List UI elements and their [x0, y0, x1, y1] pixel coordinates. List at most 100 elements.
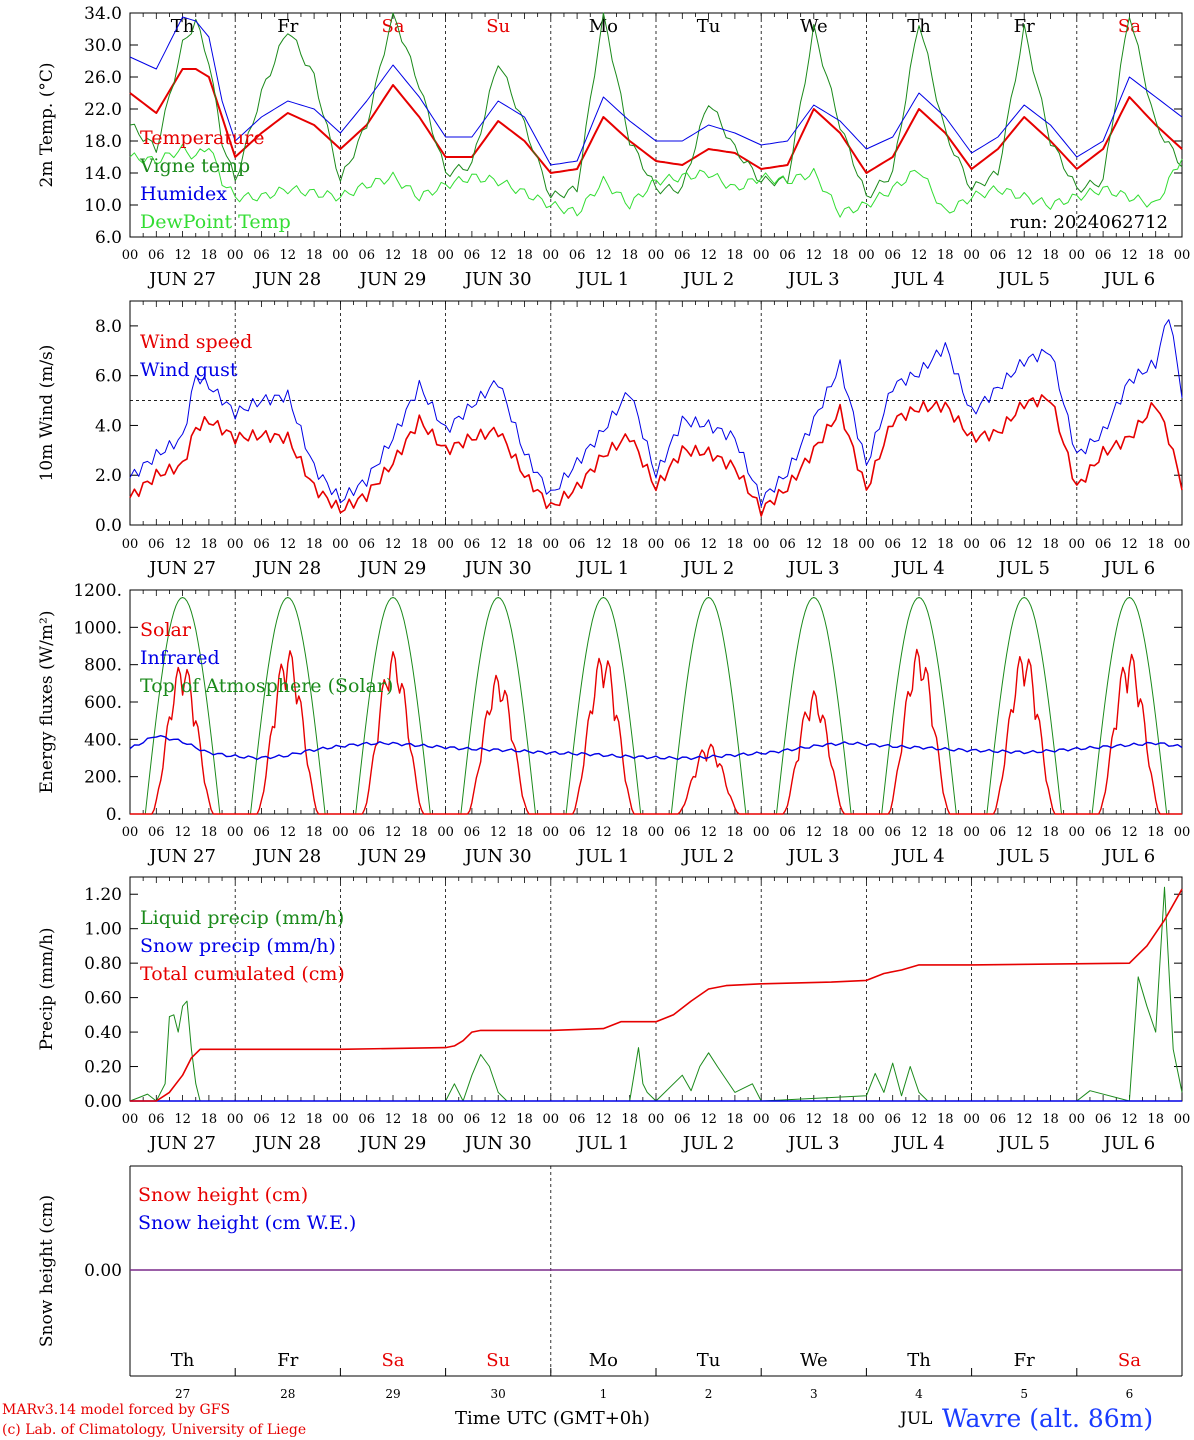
hour-label: 18	[201, 825, 218, 840]
hour-label: 18	[201, 1112, 218, 1127]
hour-label: 06	[1095, 248, 1112, 263]
hour-label: 00	[332, 1112, 349, 1127]
weekday-label: Tu	[697, 1350, 721, 1371]
date-label: JUL 5	[996, 269, 1050, 290]
temperature-panel: 6.0 10.0 14.0 18.0 22.0 26.0 30.0 34.0 2m Temp. …	[37, 4, 1190, 290]
hour-label: 06	[464, 248, 481, 263]
legend-entry: Snow height (cm W.E.)	[138, 1212, 356, 1234]
date-label: JUL 6	[1102, 558, 1156, 579]
hour-label: 18	[1042, 1112, 1059, 1127]
legend-entry: DewPoint Temp	[140, 211, 291, 233]
date-label: JUL 5	[996, 558, 1050, 579]
day-number-label: 27	[175, 1387, 190, 1401]
hour-label: 12	[700, 248, 717, 263]
hour-label: 00	[227, 1112, 244, 1127]
date-label: JUL 1	[576, 558, 630, 579]
day-number-label: 4	[915, 1387, 923, 1401]
hour-label: 06	[884, 1112, 901, 1127]
hour-label: 06	[148, 1112, 165, 1127]
model-credit: MARv3.14 model forced by GFS	[2, 1402, 230, 1418]
hour-label: 00	[753, 248, 770, 263]
hour-label: 18	[727, 248, 744, 263]
hour-label: 06	[884, 248, 901, 263]
hour-label: 12	[806, 248, 823, 263]
hour-label: 12	[595, 1112, 612, 1127]
hour-label: 12	[1121, 825, 1138, 840]
date-label: JUL 2	[681, 269, 735, 290]
hour-label: 18	[411, 537, 428, 552]
weekday-label: Sa	[381, 1350, 404, 1371]
hour-label: 00	[963, 248, 980, 263]
hour-label: 18	[306, 248, 323, 263]
hour-label: 00	[543, 248, 560, 263]
hour-label: 00	[437, 248, 454, 263]
hour-label: 00	[332, 248, 349, 263]
hour-label: 00	[332, 537, 349, 552]
hour-label: 12	[595, 248, 612, 263]
hour-label: 18	[306, 825, 323, 840]
y-tick-label: 600.	[84, 693, 122, 713]
hour-label: 12	[490, 825, 507, 840]
hour-label: 18	[1147, 1112, 1164, 1127]
hour-label: 00	[963, 1112, 980, 1127]
hour-label: 18	[832, 825, 849, 840]
hour-label: 06	[779, 1112, 796, 1127]
hour-label: 18	[516, 248, 533, 263]
hour-label: 18	[832, 248, 849, 263]
hour-label: 00	[437, 825, 454, 840]
hour-label: 00	[753, 825, 770, 840]
hour-label: 00	[1174, 1112, 1191, 1127]
y-tick-label: 10.0	[84, 196, 122, 216]
hour-label: 12	[1121, 248, 1138, 263]
hour-label: 12	[385, 537, 402, 552]
weekday-label: Fr	[1014, 1350, 1035, 1371]
snow-panel: 0.00 Snow height (cm) Snow height (cm) Snow…	[37, 1165, 1183, 1401]
hour-label: 18	[621, 248, 638, 263]
series-wind-gust	[129, 319, 1183, 507]
hour-label: 12	[911, 825, 928, 840]
legend-entry: Temperature	[140, 127, 264, 149]
hour-label: 18	[516, 537, 533, 552]
y-tick-label: 1.00	[84, 920, 122, 940]
day-number-label: 30	[491, 1387, 506, 1401]
series-vigne-temp	[129, 12, 1183, 199]
y-tick-label: 6.0	[95, 228, 122, 248]
hour-label: 12	[490, 248, 507, 263]
legend-entry: Wind speed	[140, 331, 252, 353]
date-label: JUN 29	[358, 1133, 427, 1154]
hour-label: 00	[1069, 537, 1086, 552]
month-label: JUL	[898, 1409, 932, 1429]
date-label: JUL 5	[996, 846, 1050, 867]
hour-label: 12	[1016, 537, 1033, 552]
hour-label: 18	[937, 537, 954, 552]
hour-label: 06	[674, 248, 691, 263]
hour-label: 06	[148, 248, 165, 263]
legend-entry: Vigne temp	[139, 155, 250, 177]
hour-label: 00	[543, 537, 560, 552]
legend-entry: Infrared	[140, 647, 220, 669]
hour-label: 18	[411, 825, 428, 840]
hour-label: 00	[858, 248, 875, 263]
hour-label: 00	[227, 537, 244, 552]
y-tick-label: 4.0	[95, 416, 122, 436]
date-label: JUL 2	[681, 1133, 735, 1154]
hour-label: 06	[253, 537, 270, 552]
date-label: JUN 29	[358, 269, 427, 290]
precip-panel: 0.00 0.20 0.40 0.60 0.80 1.00 1.20 Precip (mm/h…	[37, 876, 1191, 1154]
hour-label: 12	[280, 1112, 297, 1127]
series-temperature	[129, 68, 1183, 174]
hour-label: 18	[516, 1112, 533, 1127]
hour-label: 18	[306, 537, 323, 552]
hour-label: 00	[122, 537, 139, 552]
legend-entry: Top of Atmosphere (Solar)	[140, 675, 393, 697]
hour-label: 18	[727, 825, 744, 840]
hour-label: 00	[858, 1112, 875, 1127]
wind-panel: 0.0 2.0 4.0 6.0 8.0 10m Wind (m/s) Wind speed W…	[37, 300, 1190, 579]
date-label: JUN 27	[147, 846, 216, 867]
hour-label: 06	[674, 1112, 691, 1127]
y-tick-label: 22.0	[84, 100, 122, 120]
date-label: JUN 28	[252, 1133, 321, 1154]
hour-label: 06	[464, 1112, 481, 1127]
date-label: JUN 27	[147, 558, 216, 579]
date-label: JUL 6	[1102, 269, 1156, 290]
